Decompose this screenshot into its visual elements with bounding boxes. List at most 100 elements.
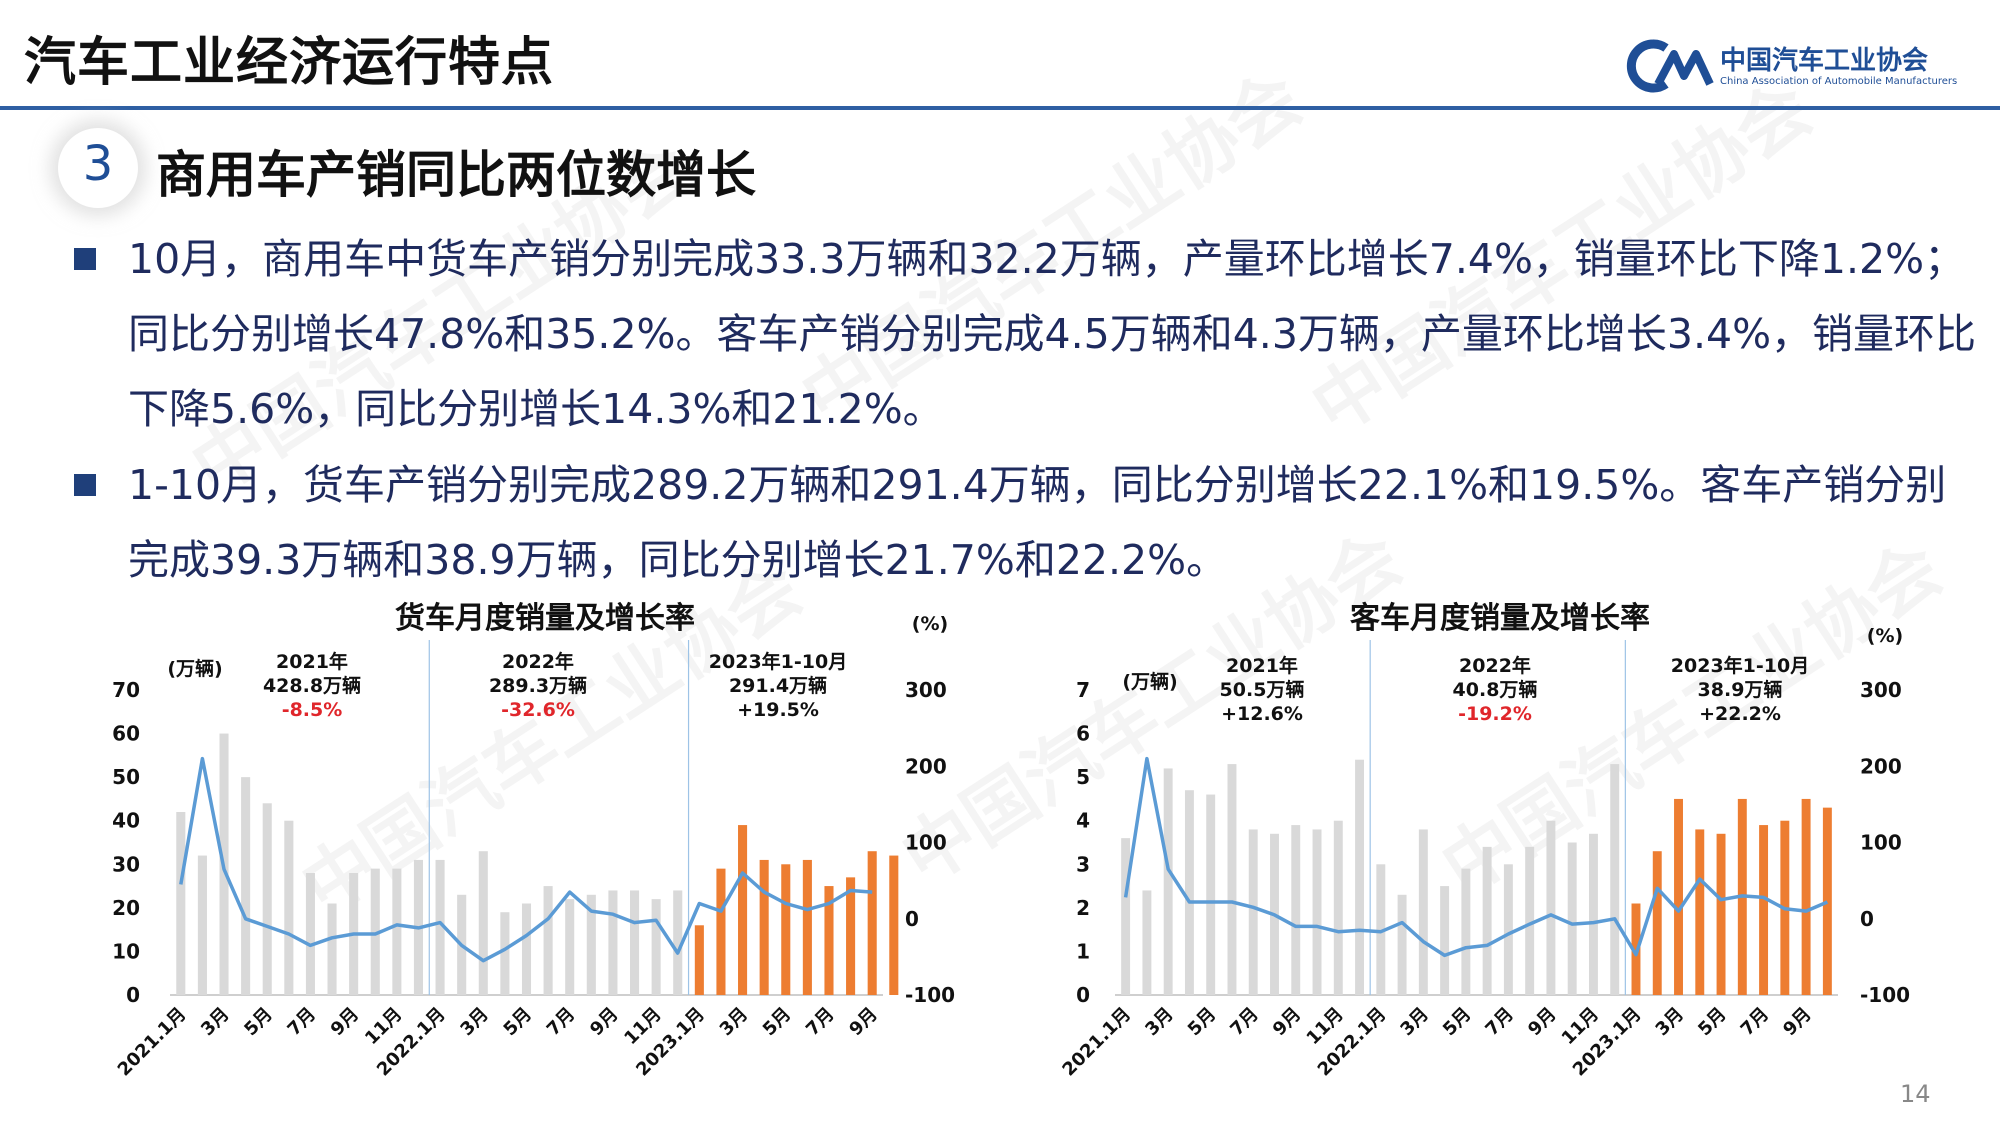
bar-prev-year [1397, 894, 1407, 995]
x-axis-label: 9月 [1269, 1004, 1305, 1040]
x-axis-label: 3月 [1652, 1004, 1688, 1040]
x-axis-label: 5月 [500, 1004, 536, 1040]
section-badge: 3 [58, 128, 138, 208]
bar-prev-year [1588, 833, 1598, 995]
bar-2023 [738, 825, 748, 995]
left-axis-tick: 1 [1076, 939, 1090, 963]
bar-prev-year [262, 803, 272, 995]
bar-prev-year [1227, 764, 1237, 995]
left-axis-tick: 7 [1076, 678, 1090, 702]
logo-mark-icon [1626, 39, 1714, 93]
bar-prev-year [435, 859, 445, 995]
bar-prev-year [284, 820, 294, 995]
x-axis-label: 3月 [1141, 1004, 1177, 1040]
x-axis-label: 5月 [759, 1004, 795, 1040]
bar-2023 [1822, 807, 1832, 995]
right-axis-unit: (%) [912, 613, 948, 635]
left-axis-tick: 6 [1076, 722, 1090, 746]
annotation-text: 291.4万辆 [729, 674, 827, 697]
paragraph-ytd: 1-10月，货车产销分别完成289.2万辆和291.4万辆，同比分别增长22.1… [128, 461, 1947, 584]
bar-2023 [1716, 833, 1726, 995]
right-axis-tick: 300 [1860, 678, 1902, 702]
bar-prev-year [500, 912, 510, 995]
x-axis-label: 9月 [327, 1004, 363, 1040]
section-title: 商用车产销同比两位数增长 [156, 146, 756, 204]
bar-2023 [1801, 798, 1811, 995]
bar-2023 [1759, 825, 1769, 995]
bar-prev-year [673, 890, 683, 995]
bar-2023 [802, 859, 812, 995]
chart-title: 货车月度销量及增长率 [395, 601, 695, 636]
page-title: 汽车工业经济运行特点 [24, 33, 555, 93]
bar-prev-year [327, 903, 337, 995]
bar-prev-year [1142, 890, 1152, 995]
bar-2023 [694, 925, 704, 995]
x-axis-label: 7月 [1737, 1004, 1773, 1040]
bar-prev-year [1461, 868, 1471, 995]
bar-prev-year [586, 894, 596, 995]
bar-prev-year [1206, 794, 1216, 995]
left-axis-tick: 5 [1076, 765, 1090, 789]
bar-prev-year [478, 851, 488, 995]
annotation-growth: -19.2% [1458, 703, 1532, 725]
x-axis-label: 7月 [543, 1004, 579, 1040]
chart-title: 客车月度销量及增长率 [1350, 601, 1650, 636]
right-axis-tick: 100 [905, 831, 947, 855]
bar-prev-year [1184, 790, 1194, 995]
bullet-square-icon [74, 474, 96, 496]
left-axis-unit: (万辆) [167, 657, 222, 680]
bar-prev-year [241, 777, 251, 995]
right-axis-tick: 300 [905, 678, 947, 702]
bar-prev-year [1567, 842, 1577, 995]
header-divider [0, 106, 2000, 110]
bar-prev-year [197, 855, 207, 995]
x-axis-label: 2021.1月 [114, 1004, 191, 1081]
x-axis-label: 7月 [802, 1004, 838, 1040]
annotation-text: 2022年 [502, 650, 574, 673]
annotation-text: 2023年1-10月 [709, 650, 847, 673]
bar-prev-year [565, 899, 575, 995]
bar-prev-year [1355, 759, 1365, 995]
right-axis-tick: 200 [1860, 754, 1902, 778]
bar-prev-year [1248, 829, 1258, 995]
annotation-growth: +22.2% [1699, 703, 1781, 725]
x-axis-label: 5月 [1694, 1004, 1730, 1040]
logo-name-cn: 中国汽车工业协会 [1720, 46, 1929, 76]
annotation-growth: -32.6% [501, 699, 575, 721]
x-axis-label: 7月 [284, 1004, 320, 1040]
bar-2023 [846, 877, 856, 995]
bar-2023 [759, 859, 769, 995]
left-axis-tick: 70 [112, 678, 140, 702]
bar-prev-year [521, 903, 532, 995]
annotation-text: 289.3万辆 [489, 674, 587, 697]
bar-prev-year [608, 890, 618, 995]
left-axis-tick: 10 [112, 939, 140, 963]
bar-prev-year [1546, 820, 1556, 995]
x-axis-label: 5月 [1184, 1004, 1220, 1040]
truck-sales-chart: 货车月度销量及增长率 (万辆) (%) 0 10 20 30 40 50 60 70 -100 0 100… [112, 601, 955, 1081]
left-axis-tick: 40 [112, 809, 140, 833]
bar-2023 [716, 868, 726, 995]
left-axis-tick: 20 [112, 896, 140, 920]
bar-prev-year [1482, 846, 1492, 995]
bar-prev-year [392, 868, 402, 995]
growth-rate-line [1123, 756, 1829, 958]
right-axis-tick: -100 [905, 983, 955, 1007]
bar-prev-year [1503, 864, 1513, 995]
logo-name-en: China Association of Automobile Manufact… [1720, 76, 1958, 87]
left-axis-tick: 60 [112, 722, 140, 746]
right-axis-tick: 100 [1860, 831, 1902, 855]
annotation-text: 2021年 [1226, 654, 1298, 677]
annotation-growth: +19.5% [737, 699, 819, 721]
bar-prev-year [176, 812, 186, 995]
left-axis-tick: 0 [1076, 983, 1090, 1007]
growth-rate-line [179, 756, 873, 963]
bar-prev-year [1163, 768, 1173, 995]
x-axis-label: 7月 [1481, 1004, 1517, 1040]
left-axis-tick: 4 [1076, 809, 1090, 833]
bullet-square-icon [74, 248, 96, 270]
bus-sales-chart: 客车月度销量及增长率 (万辆) (%) 0 1 2 3 4 5 6 7 -100 0 100 200 300 2… [1058, 601, 1910, 1080]
right-axis-tick: 0 [905, 907, 919, 931]
right-axis-tick: -100 [1860, 983, 1910, 1007]
bar-2023 [1652, 851, 1662, 995]
